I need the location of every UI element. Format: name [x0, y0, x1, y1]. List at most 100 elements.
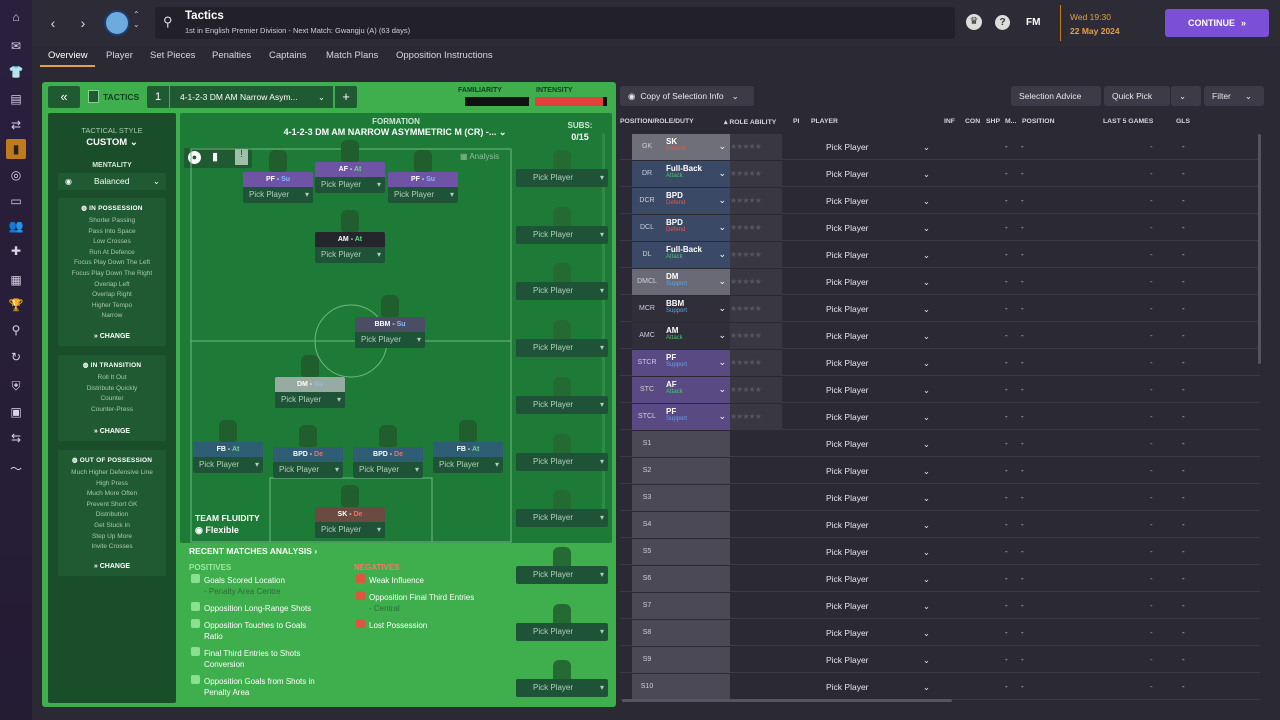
- role-duty-cell[interactable]: [662, 458, 730, 484]
- table-row[interactable]: S7 Pick Player ⌄ - - - -: [620, 593, 1260, 619]
- header-con[interactable]: CON: [965, 118, 981, 125]
- tab-captains[interactable]: Captains: [269, 50, 307, 61]
- pick-player-dropdown[interactable]: Pick Player ▾: [243, 187, 313, 203]
- competitions-icon[interactable]: 🏆: [8, 298, 24, 312]
- pick-player-dropdown[interactable]: Pick Player ⌄: [826, 188, 936, 214]
- table-row[interactable]: S8 Pick Player ⌄ - - - -: [620, 620, 1260, 646]
- role-duty-cell[interactable]: [662, 674, 730, 700]
- table-row[interactable]: DCR BPD Defend ⌄ ★★★★★ Pick Player ⌄ - - - -: [620, 188, 1260, 214]
- role-duty-cell[interactable]: [662, 647, 730, 673]
- pick-player-dropdown[interactable]: Pick Player ▾: [193, 457, 263, 473]
- home-icon[interactable]: ⌂: [12, 10, 20, 24]
- pick-player-dropdown[interactable]: Pick Player ▾: [273, 462, 343, 478]
- role-duty-cell[interactable]: SK Defend ⌄: [662, 134, 730, 160]
- in-transition-section[interactable]: ◍ IN TRANSITION Roll It Out Distribute Qu…: [58, 355, 166, 441]
- development-icon[interactable]: ◎: [10, 168, 22, 182]
- player-role-duty[interactable]: PF - Su: [388, 172, 458, 187]
- dynamics-icon[interactable]: ⇄: [10, 118, 22, 132]
- table-scrollbar[interactable]: [1258, 134, 1261, 364]
- pick-player-dropdown[interactable]: Pick Player ⌄: [826, 377, 936, 403]
- pick-player-dropdown[interactable]: Pick Player ⌄: [826, 242, 936, 268]
- recent-matches-link[interactable]: RECENT MATCHES ANALYSIS ›: [189, 546, 318, 556]
- role-duty-cell[interactable]: Full-Back Attack ⌄: [662, 242, 730, 268]
- player-role-duty[interactable]: AM - At: [315, 232, 385, 247]
- pick-player-dropdown[interactable]: Pick Player ▾: [516, 282, 608, 301]
- pick-player-dropdown[interactable]: Pick Player ⌄: [826, 215, 936, 241]
- table-row[interactable]: S4 Pick Player ⌄ - - - -: [620, 512, 1260, 538]
- tab-set-pieces[interactable]: Set Pieces: [150, 50, 196, 61]
- pick-player-dropdown[interactable]: Pick Player ⌄: [826, 161, 936, 187]
- tactic-selector[interactable]: 4-1-2-3 DM AM Narrow Asym... ⌄: [170, 86, 333, 108]
- player-role-duty[interactable]: BPD - De: [273, 447, 343, 462]
- table-row[interactable]: S9 Pick Player ⌄ - - - -: [620, 647, 1260, 673]
- report-icon[interactable]: ▤: [10, 92, 22, 106]
- player-role-duty[interactable]: FB - At: [193, 442, 263, 457]
- tactics-icon[interactable]: ▮: [6, 139, 26, 159]
- out-of-possession-section[interactable]: ◍ OUT OF POSSESSION Much Higher Defensiv…: [58, 450, 166, 576]
- pick-player-dropdown[interactable]: Pick Player ⌄: [826, 134, 936, 160]
- familiarity-bar[interactable]: [457, 97, 529, 106]
- pick-player-dropdown[interactable]: Pick Player ⌄: [826, 512, 936, 538]
- pick-player-dropdown[interactable]: Pick Player ▾: [388, 187, 458, 203]
- role-duty-cell[interactable]: [662, 512, 730, 538]
- player-role-duty[interactable]: PF - Su: [243, 172, 313, 187]
- quick-pick-button[interactable]: Quick Pick: [1104, 86, 1170, 106]
- table-row[interactable]: S6 Pick Player ⌄ - - - -: [620, 566, 1260, 592]
- tab-opposition-instructions[interactable]: Opposition Instructions: [396, 50, 493, 61]
- club-crest-icon[interactable]: [104, 10, 130, 36]
- formation-dropdown[interactable]: 4-1-2-3 DM AM NARROW ASYMMETRIC M (CR) -…: [283, 127, 507, 137]
- table-row[interactable]: DR Full-Back Attack ⌄ ★★★★★ Pick Player ⌄ - - - -: [620, 161, 1260, 187]
- header-inf[interactable]: INF: [944, 118, 955, 125]
- inbox-icon[interactable]: ✉: [10, 39, 22, 53]
- date-display[interactable]: Wed 19:30 22 May 2024: [1060, 5, 1155, 41]
- pick-player-dropdown[interactable]: Pick Player ▾: [355, 332, 425, 348]
- table-row[interactable]: DL Full-Back Attack ⌄ ★★★★★ Pick Player ⌄ - - - -: [620, 242, 1260, 268]
- quick-pick-dropdown[interactable]: ⌄: [1171, 86, 1201, 106]
- role-duty-cell[interactable]: BPD Defend ⌄: [662, 215, 730, 241]
- pick-player-dropdown[interactable]: Pick Player ▾: [353, 462, 423, 478]
- fm-menu-icon[interactable]: FM: [1026, 17, 1041, 28]
- pick-player-dropdown[interactable]: Pick Player ⌄: [826, 458, 936, 484]
- pick-player-dropdown[interactable]: Pick Player ▾: [315, 522, 385, 538]
- pick-player-dropdown[interactable]: Pick Player ⌄: [826, 539, 936, 565]
- table-row[interactable]: S1 Pick Player ⌄ - - - -: [620, 431, 1260, 457]
- club-icon[interactable]: 〜: [9, 461, 22, 476]
- table-row[interactable]: S10 Pick Player ⌄ - - - -: [620, 674, 1260, 700]
- filter-button[interactable]: Filter ⌄: [1204, 86, 1264, 106]
- role-duty-cell[interactable]: AF Attack ⌄: [662, 377, 730, 403]
- medical-icon[interactable]: ✚: [10, 244, 22, 258]
- mentality-dropdown[interactable]: ◉ Balanced ⌄: [58, 173, 166, 190]
- pick-player-dropdown[interactable]: Pick Player ▾: [516, 565, 608, 584]
- role-duty-cell[interactable]: PF Support ⌄: [662, 404, 730, 430]
- header-player[interactable]: PLAYER: [811, 118, 838, 125]
- tab-player[interactable]: Player: [106, 50, 133, 61]
- search-icon[interactable]: ⚲: [11, 323, 21, 337]
- finance-icon[interactable]: ▣: [10, 405, 22, 419]
- scouting-icon[interactable]: ▭: [10, 194, 22, 208]
- pick-player-dropdown[interactable]: Pick Player ▾: [516, 339, 608, 358]
- pick-player-dropdown[interactable]: Pick Player ⌄: [826, 620, 936, 646]
- pick-player-dropdown[interactable]: Pick Player ⌄: [826, 485, 936, 511]
- in-transition-change-button[interactable]: » CHANGE: [93, 428, 131, 435]
- shield-icon[interactable]: ⛨: [11, 378, 21, 393]
- refresh-icon[interactable]: ↻: [10, 350, 22, 364]
- role-duty-cell[interactable]: BPD Defend ⌄: [662, 188, 730, 214]
- table-row[interactable]: DMCL DM Support ⌄ ★★★★★ Pick Player ⌄ - - - -: [620, 269, 1260, 295]
- pick-player-dropdown[interactable]: Pick Player ⌄: [826, 296, 936, 322]
- selection-advice-button[interactable]: Selection Advice: [1011, 86, 1101, 106]
- pitch-scrollbar[interactable]: [602, 133, 605, 513]
- table-row[interactable]: STCL PF Support ⌄ ★★★★★ Pick Player ⌄ - - - -: [620, 404, 1260, 430]
- analysis-toggle[interactable]: ▦ Analysis: [460, 152, 500, 161]
- role-duty-cell[interactable]: AM Attack ⌄: [662, 323, 730, 349]
- table-hscrollbar[interactable]: [622, 699, 952, 702]
- tactical-style-dropdown[interactable]: CUSTOM ⌄: [86, 137, 138, 148]
- help-icon[interactable]: ?: [995, 15, 1010, 30]
- pick-player-dropdown[interactable]: Pick Player ⌄: [826, 431, 936, 457]
- pick-player-dropdown[interactable]: Pick Player ▾: [516, 452, 608, 471]
- table-row[interactable]: STCR PF Support ⌄ ★★★★★ Pick Player ⌄ - - - -: [620, 350, 1260, 376]
- header-shp[interactable]: SHP: [986, 118, 1000, 125]
- bar-chart-icon[interactable]: ▮: [212, 151, 219, 163]
- back-button[interactable]: ‹: [50, 15, 56, 31]
- staff-icon[interactable]: 👥: [8, 219, 24, 233]
- pick-player-dropdown[interactable]: Pick Player ▾: [516, 622, 608, 641]
